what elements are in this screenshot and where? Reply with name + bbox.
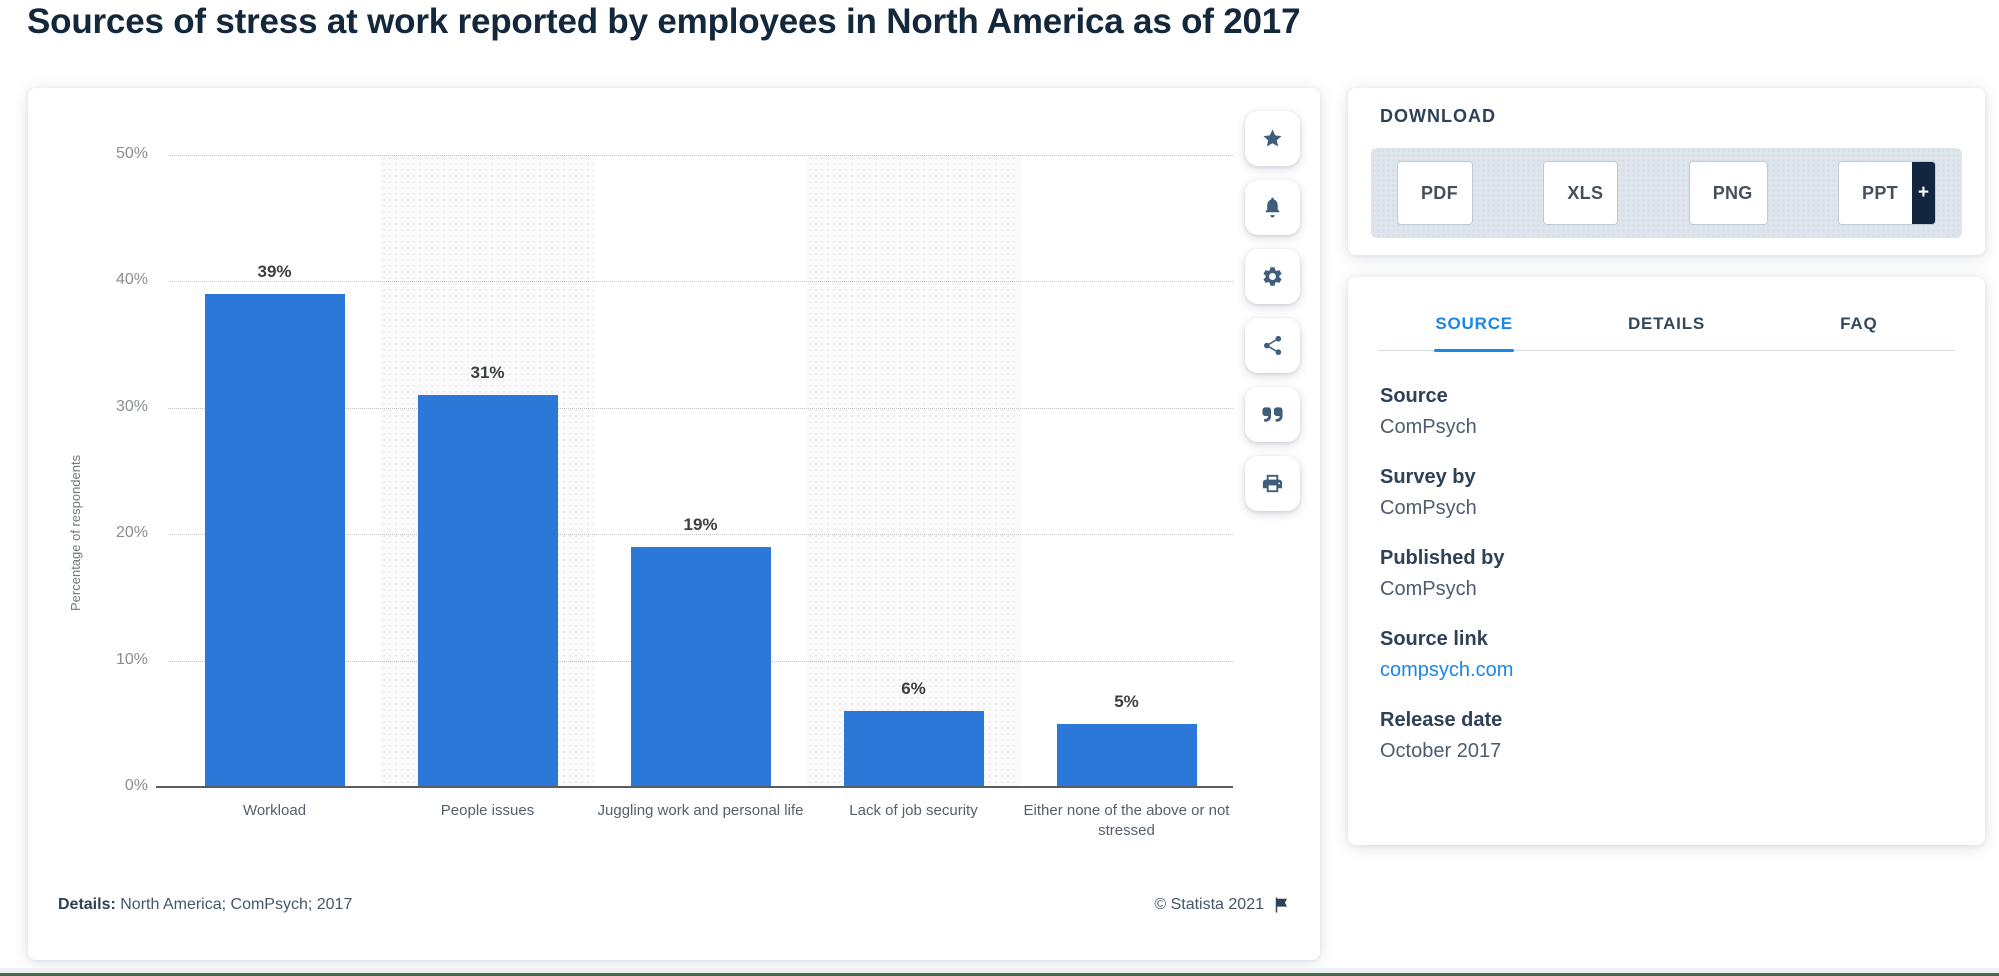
- bar-value-label: 19%: [683, 514, 718, 534]
- bar: [417, 395, 558, 787]
- y-tick-label: 30%: [115, 397, 148, 415]
- tab-source[interactable]: SOURCE: [1378, 313, 1570, 350]
- x-axis-category-label: Either none of the above or not stressed: [1023, 802, 1230, 839]
- plot-column: 19%: [594, 155, 807, 787]
- alerts-button[interactable]: [1245, 180, 1300, 235]
- chart-footer: Details: North America; ComPsych; 2017 ©…: [58, 896, 1290, 914]
- field-label: Survey by: [1380, 466, 1476, 488]
- download-button-content: XLS: [1544, 162, 1617, 224]
- source-tabs: SOURCE DETAILS FAQ: [1378, 313, 1955, 351]
- download-button-content: PDF: [1398, 162, 1472, 224]
- chart-card: Percentage of respondents 39% Workload 31%…: [28, 88, 1320, 960]
- y-tick-label: 10%: [115, 650, 148, 668]
- field-value: October 2017: [1380, 740, 1502, 762]
- star-icon: [1263, 129, 1282, 147]
- y-axis-title: Percentage of respondents: [68, 454, 83, 611]
- field-value: ComPsych: [1380, 497, 1477, 519]
- gridline: [168, 534, 1233, 536]
- bar-value-label: 31%: [470, 363, 505, 383]
- plot-column: 31%: [381, 155, 594, 787]
- page-bottom-divider: [0, 968, 1999, 976]
- quote-icon: [1262, 407, 1283, 422]
- download-more-button[interactable]: +: [1911, 162, 1935, 224]
- source-link[interactable]: compsych.com: [1380, 659, 1514, 681]
- print-button[interactable]: [1245, 456, 1300, 511]
- x-axis-category-label: Juggling work and personal life: [597, 802, 804, 819]
- cite-button[interactable]: [1245, 387, 1300, 442]
- source-field: Published by ComPsych: [1380, 547, 1953, 601]
- page-title: Sources of stress at work reported by em…: [27, 2, 1301, 41]
- download-button-content: PPT: [1839, 162, 1912, 224]
- bell-icon: [1265, 197, 1280, 218]
- source-field: Source link compsych.com: [1380, 628, 1953, 682]
- download-buttons-tray: PDF XLS PNG PPT +: [1371, 148, 1962, 238]
- field-label: Source: [1380, 385, 1448, 407]
- download-ppt-button[interactable]: PPT +: [1838, 161, 1936, 225]
- x-axis-category-label: Workload: [242, 802, 307, 819]
- download-button-content: PNG: [1690, 162, 1767, 224]
- source-field: Source ComPsych: [1380, 385, 1953, 439]
- statista-flag-icon: [1275, 897, 1288, 913]
- plot-column: 5%: [1020, 155, 1233, 787]
- field-label: Release date: [1380, 709, 1503, 731]
- field-label: Published by: [1380, 547, 1505, 569]
- download-button-label: XLS: [1567, 182, 1604, 203]
- bar: [630, 546, 771, 787]
- favorite-button[interactable]: [1245, 111, 1300, 166]
- x-axis-category-label: People issues: [440, 802, 535, 819]
- chart-action-toolbar: [1245, 111, 1300, 511]
- tab-faq[interactable]: FAQ: [1763, 313, 1955, 350]
- download-pdf-button[interactable]: PDF: [1397, 161, 1473, 225]
- y-tick-label: 50%: [115, 145, 148, 162]
- bar: [204, 294, 345, 787]
- tab-details[interactable]: DETAILS: [1570, 313, 1762, 350]
- y-tick-label: 0%: [124, 777, 148, 794]
- plot-column: 39%: [168, 155, 381, 787]
- copyright-text: © Statista 2021: [1154, 896, 1264, 913]
- field-label: Source link: [1380, 628, 1488, 650]
- download-heading: DOWNLOAD: [1380, 106, 1496, 126]
- download-button-label: PNG: [1712, 182, 1753, 203]
- download-button-label: PPT: [1862, 182, 1898, 203]
- download-png-button[interactable]: PNG: [1688, 161, 1768, 225]
- source-panel: SOURCE DETAILS FAQ Source ComPsych Survey by…: [1348, 277, 1985, 845]
- bar-value-label: 6%: [901, 679, 926, 699]
- bar-value-label: 5%: [1114, 691, 1139, 711]
- details-label: Details:: [58, 896, 116, 913]
- share-button[interactable]: [1245, 318, 1300, 373]
- gridline: [168, 155, 1233, 156]
- y-tick-label: 20%: [115, 524, 148, 542]
- chart-details: Details: North America; ComPsych; 2017: [58, 896, 352, 914]
- source-field: Survey by ComPsych: [1380, 466, 1953, 520]
- statista-copyright: © Statista 2021: [1154, 896, 1290, 914]
- field-value: ComPsych: [1380, 416, 1477, 438]
- print-icon: [1262, 474, 1283, 493]
- gridline: [168, 407, 1233, 409]
- bar: [843, 711, 984, 787]
- gridline: [168, 281, 1233, 283]
- bar: [1056, 723, 1197, 787]
- source-fields: Source ComPsych Survey by ComPsych Published…: [1380, 385, 1953, 790]
- share-icon: [1264, 335, 1282, 355]
- gear-icon: [1263, 267, 1282, 286]
- x-axis-category-label: Lack of job security: [849, 802, 978, 819]
- bar-value-label: 39%: [257, 262, 292, 282]
- settings-button[interactable]: [1245, 249, 1300, 304]
- y-tick-label: 40%: [115, 271, 148, 289]
- download-button-label: PDF: [1421, 182, 1458, 203]
- bar-chart-plot: 39% Workload 31% People issues 19% Juggling w…: [116, 145, 1233, 839]
- download-card: DOWNLOAD PDF XLS PNG PPT +: [1348, 88, 1985, 255]
- x-axis-baseline: [156, 786, 1233, 788]
- source-field: Release date October 2017: [1380, 709, 1953, 763]
- field-value: ComPsych: [1380, 578, 1477, 600]
- plot-column: 6%: [807, 155, 1020, 787]
- download-xls-button[interactable]: XLS: [1543, 161, 1619, 225]
- details-value: North America; ComPsych; 2017: [120, 896, 353, 913]
